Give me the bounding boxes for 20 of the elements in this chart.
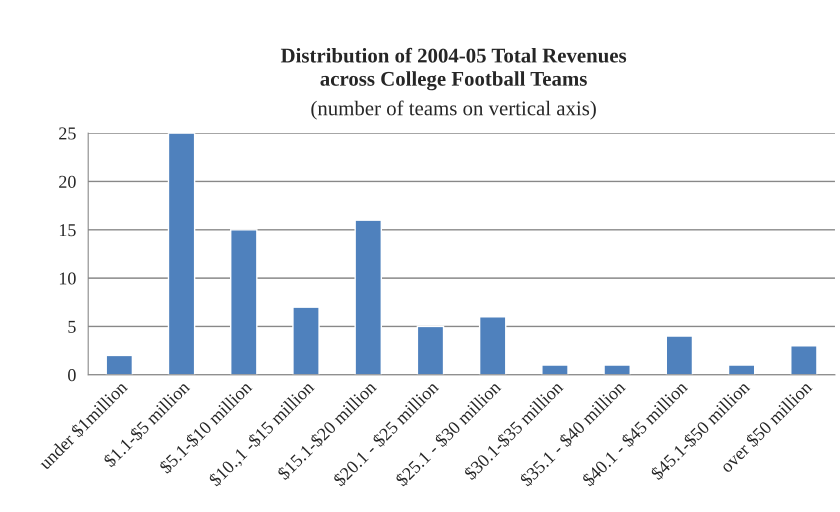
bar <box>666 335 694 375</box>
y-tick-label: 20 <box>59 176 76 188</box>
bar <box>354 219 382 375</box>
chart-subtitle: (number of teams on vertical axis) <box>311 100 596 120</box>
bar <box>292 306 320 375</box>
chart-title: Distribution of 2004-05 Total Revenues across College Football Teams <box>280 48 626 90</box>
y-tick-label: 15 <box>60 224 76 236</box>
bar <box>230 229 258 375</box>
y-tick-label: 25 <box>59 127 76 140</box>
bar <box>416 326 444 375</box>
y-tick-label: 5 <box>68 320 76 333</box>
y-tick-label: 10 <box>60 272 76 285</box>
bar <box>106 354 134 375</box>
bar <box>603 364 631 375</box>
y-tick-label: 0 <box>68 369 76 382</box>
bar <box>728 364 756 375</box>
bar <box>541 364 569 375</box>
bar <box>478 316 506 375</box>
bar <box>168 133 196 375</box>
bar <box>790 345 818 375</box>
